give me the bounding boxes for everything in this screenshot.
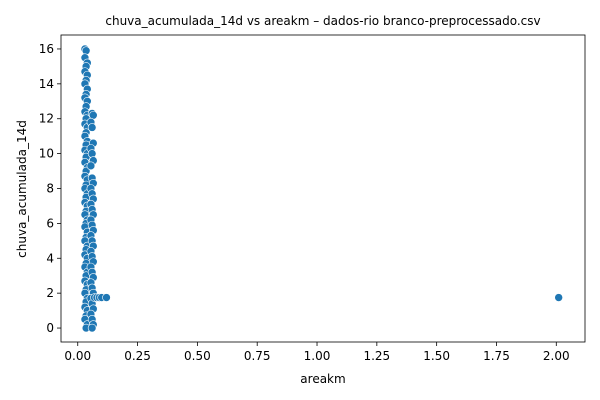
x-tick-label: 1.75 xyxy=(483,349,510,363)
y-tick-label: 4 xyxy=(46,251,54,265)
x-tick-label: 2.00 xyxy=(543,349,570,363)
data-point xyxy=(87,123,97,132)
x-tick-label: 1.25 xyxy=(363,349,390,363)
data-point xyxy=(87,149,97,158)
chart-title: chuva_acumulada_14d vs areakm – dados-ri… xyxy=(105,14,540,28)
data-point xyxy=(102,293,111,302)
plot-area-frame xyxy=(60,34,586,343)
data-point xyxy=(87,323,97,333)
x-tick-label: 1.50 xyxy=(423,349,450,363)
y-tick-label: 2 xyxy=(46,286,54,300)
x-axis-label: areakm xyxy=(300,372,345,386)
x-tick-label: 0.00 xyxy=(64,349,91,363)
x-tick-label: 0.50 xyxy=(184,349,211,363)
y-tick-label: 0 xyxy=(46,321,54,335)
y-tick-label: 6 xyxy=(46,216,54,230)
y-tick-label: 14 xyxy=(39,77,54,91)
y-tick-label: 12 xyxy=(39,112,54,126)
data-point xyxy=(554,293,563,302)
y-tick-label: 16 xyxy=(39,42,54,56)
x-tick-label: 0.25 xyxy=(124,349,151,363)
data-point xyxy=(86,161,96,171)
y-tick-label: 8 xyxy=(46,182,54,196)
x-axis-ticks: 0.00 0.25 0.50 0.75 1.00 1.25 1.50 1.75 2.00 xyxy=(64,342,570,363)
y-axis-ticks: 0 2 4 6 8 10 12 14 16 xyxy=(39,42,61,335)
scatter-points xyxy=(80,44,563,333)
x-tick-label: 1.00 xyxy=(304,349,331,363)
y-tick-label: 10 xyxy=(39,147,54,161)
y-axis-label: chuva_acumulada_14d xyxy=(15,120,29,258)
x-tick-label: 0.75 xyxy=(244,349,271,363)
data-point xyxy=(81,46,91,56)
